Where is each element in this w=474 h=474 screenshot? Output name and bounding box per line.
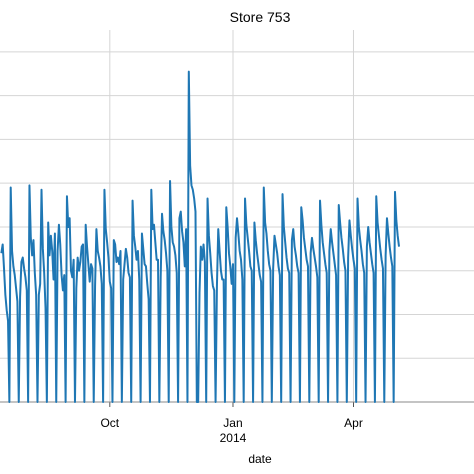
x-tick-sublabel: 2014 [220,431,247,445]
x-axis-label: date [248,452,272,466]
x-tick-label: Oct [100,416,119,430]
series-group [0,70,401,403]
series-line [0,70,401,403]
x-tick-label: Jan [223,416,242,430]
grid [0,30,474,402]
x-tick-label: Apr [344,416,363,430]
axes [0,401,474,407]
chart-title: Store 753 [230,9,291,25]
